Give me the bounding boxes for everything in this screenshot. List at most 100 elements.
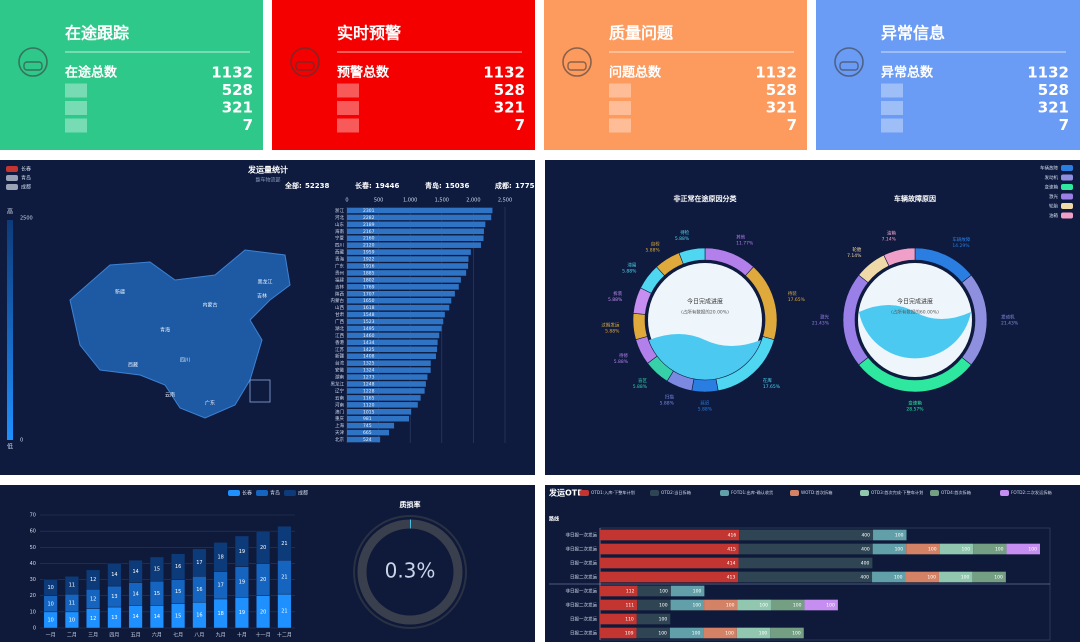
visual-map-high: 高 (7, 208, 13, 216)
panel-donuts (545, 160, 1080, 475)
y-tick-label: 海南 (335, 228, 344, 235)
donut-label-value: 7.14% (882, 237, 897, 243)
donut-segment (691, 378, 719, 393)
bar-label: 1015 (363, 409, 375, 415)
card-title: 在途跟踪 (65, 24, 129, 43)
legend-label: OTD2:当日拆箱 (661, 489, 691, 496)
y-tick-label: 山东 (335, 221, 344, 228)
donut-label-value: 21.43% (1001, 321, 1019, 327)
x-tick-label: 十月 (237, 632, 247, 639)
plot-frame (599, 527, 1051, 641)
bar-label: 110 (625, 617, 634, 623)
bar (347, 235, 484, 242)
donut-label-name: 变速箱 (908, 400, 922, 407)
donut-label-value: 5.88% (660, 401, 675, 407)
y-tick-label: 上海 (335, 422, 344, 429)
card-row-label: 在途总数 (65, 65, 118, 81)
bar-label: 100 (995, 547, 1004, 553)
legend-label: 车辆故障 (1040, 165, 1058, 172)
bar-label: 100 (961, 575, 970, 581)
bar-segment (738, 557, 873, 569)
y-tick-label: 非日报二次发运 (566, 602, 598, 609)
bar-segment (171, 553, 186, 580)
donut-label-name: 扫描 (665, 394, 674, 401)
card-icon (562, 47, 592, 77)
gauge-track (353, 515, 467, 629)
bar-segment (804, 599, 838, 611)
bar (347, 436, 381, 443)
bar-label: 100 (927, 575, 936, 581)
card-row-value: 1132 (483, 64, 525, 82)
legend-swatch (228, 490, 240, 496)
axis-label: 路线 (549, 516, 559, 523)
x-tick-label: 十二月 (277, 632, 292, 639)
bar-label: 13 (111, 594, 117, 600)
bar-label: 1922 (363, 257, 375, 263)
map-label: 吉林 (257, 293, 267, 300)
bar-label: 10 (69, 617, 75, 623)
blurred-label (65, 101, 87, 115)
bar-segment (939, 543, 974, 555)
x-tick-label: 0 (345, 198, 348, 204)
y-tick-label: 10 (30, 609, 36, 615)
legend-label: FOTD2:二次发运拆箱 (1011, 489, 1052, 496)
bar-label: 10 (47, 617, 53, 623)
bar-segment (234, 535, 249, 567)
legend-label: 长春 (242, 490, 252, 497)
bar-segment (973, 543, 1007, 555)
bar-segment (669, 627, 704, 639)
bar-label: 1408 (363, 354, 375, 360)
x-tick-label: 六月 (152, 632, 162, 639)
legend-swatch (580, 490, 589, 496)
donut-center-note: (占所有数据的20.00%) (681, 309, 729, 316)
donut-wave (859, 305, 971, 359)
bar-label: 16 (196, 613, 202, 619)
blurred-label (337, 83, 359, 98)
blurred-label (881, 101, 903, 115)
y-tick-label: 河南 (335, 401, 344, 408)
bar-segment (128, 560, 143, 584)
y-tick-label: 宁夏 (335, 235, 344, 242)
bar-label: 17 (217, 583, 223, 589)
card-row-value: 528 (222, 81, 253, 99)
bar (347, 284, 459, 290)
bar-segment (213, 542, 228, 572)
bar-label: 16 (175, 564, 181, 570)
x-tick-label: 500 (374, 198, 384, 204)
donut-label-value: 7.14% (847, 253, 862, 259)
summary-label: 成都: (495, 181, 512, 190)
bar-segment (636, 613, 671, 625)
visual-map-bar (7, 220, 13, 440)
card-icon (839, 61, 859, 71)
summary-value: 15036 (445, 182, 469, 190)
bar-label: 1228 (363, 388, 375, 394)
bar-segment (1006, 543, 1040, 555)
legend-label: 长春 (21, 166, 31, 173)
donut-label-name: 发动机 (1001, 314, 1015, 321)
bar (347, 207, 493, 214)
bar-label: 100 (894, 575, 903, 581)
bar-label: 16 (196, 587, 202, 593)
donut-label-value: 14.29% (952, 243, 970, 249)
legend-label: OTD1:入库-下整车计划 (591, 489, 635, 496)
card-icon (290, 47, 320, 77)
blurred-label (609, 83, 631, 98)
bar (347, 395, 421, 401)
bar-label: 21 (281, 541, 287, 547)
bar-label: 665 (363, 430, 372, 436)
y-tick-label: 贵州 (335, 269, 344, 276)
bar-label: 416 (728, 533, 737, 539)
bar-segment (906, 543, 940, 555)
y-tick-label: 四川 (335, 243, 344, 249)
bar-label: 2120 (363, 243, 375, 249)
bar-label: 14 (132, 569, 138, 575)
y-tick-label: 河北 (335, 214, 344, 221)
x-tick-label: 七月 (173, 632, 183, 639)
bar-label: 1769 (363, 284, 375, 290)
bar-label: 15 (175, 589, 181, 595)
donut-label-value: 5.88% (675, 236, 690, 242)
bar-label: 100 (1028, 547, 1037, 553)
x-tick-label: 1,000 (403, 198, 417, 204)
bar-label: 100 (792, 631, 801, 637)
bar-label: 2301 (363, 208, 375, 214)
